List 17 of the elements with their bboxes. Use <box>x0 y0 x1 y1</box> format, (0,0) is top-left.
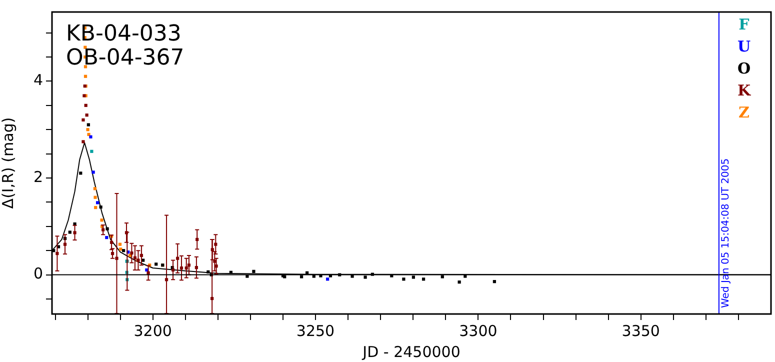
annotation: Wed Jan 05 15:04:08 UT 2005 <box>720 158 732 308</box>
text: KB-04-033 <box>66 22 182 47</box>
x-tick-label: 3200 <box>134 322 172 340</box>
text: Z <box>738 103 750 122</box>
y-tick-label: 2 <box>33 168 43 186</box>
text: U <box>737 37 751 56</box>
x-axis-title: JD - 2450000 <box>362 342 460 361</box>
x-tick-label: 3300 <box>459 322 498 340</box>
text: K <box>737 81 752 100</box>
text: F <box>738 15 750 34</box>
x-tick-label: 3350 <box>622 322 660 340</box>
y-tick-label: 4 <box>33 71 43 90</box>
text: OB-04-367 <box>66 46 184 71</box>
y-tick-label: 0 <box>33 264 43 283</box>
y-axis-title: Δ(I,R) (mag) <box>0 117 17 209</box>
x-tick-label: 3250 <box>296 322 335 340</box>
text: O <box>737 59 751 78</box>
